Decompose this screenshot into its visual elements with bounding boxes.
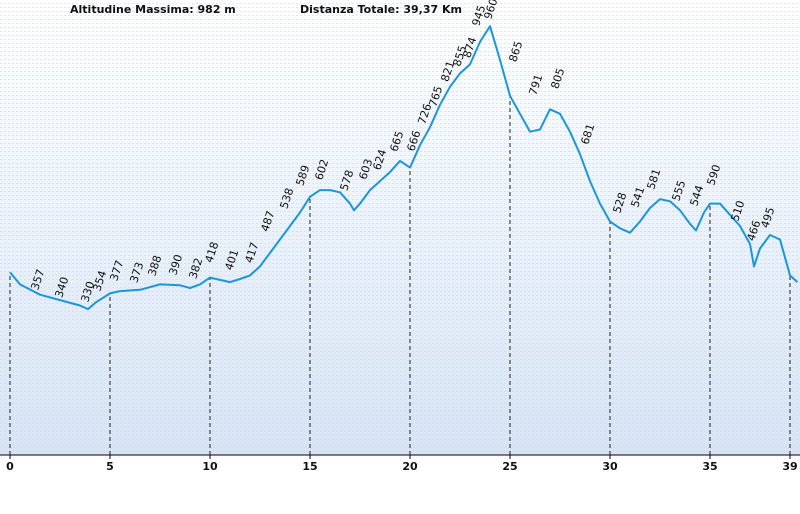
altitude-label: 578	[337, 168, 356, 192]
x-tick-label: 10	[202, 460, 218, 473]
altitude-label: 466	[744, 219, 763, 243]
altitude-label: 541	[628, 185, 647, 209]
altitude-label: 589	[293, 163, 312, 187]
altitude-label: 945	[469, 4, 488, 28]
altitude-label: 865	[506, 40, 525, 64]
altitude-label: 510	[728, 199, 747, 223]
elevation-line	[9, 25, 799, 311]
altitude-label: 544	[687, 184, 706, 208]
altitude-label: 726	[415, 102, 434, 126]
altitude-label: 666	[404, 129, 423, 153]
x-tick-label: 15	[302, 460, 317, 473]
max-altitude: Altitudine Massima: 982 m	[70, 3, 236, 16]
altitude-label: 495	[758, 206, 777, 230]
x-tick-label: 0	[6, 460, 14, 473]
altitude-label: 555	[669, 179, 688, 203]
altitude-label: 603	[356, 157, 375, 181]
altitude-label: 418	[202, 240, 221, 264]
altitude-label: 581	[644, 167, 663, 191]
altitude-label: 330	[78, 280, 97, 304]
altitude-label: 874	[460, 36, 479, 60]
altitude-label: 681	[578, 122, 597, 146]
x-tick-label: 39	[782, 460, 797, 473]
altitude-label: 401	[222, 248, 241, 272]
altitude-label: 624	[370, 148, 389, 172]
altitude-label: 665	[387, 129, 406, 153]
altitude-label: 373	[127, 260, 146, 284]
altitude-label: 791	[526, 73, 545, 97]
altitude-label: 382	[186, 256, 205, 280]
altitude-label: 590	[704, 163, 723, 187]
x-tick-label: 30	[602, 460, 618, 473]
altitude-label: 538	[277, 186, 296, 210]
total-distance: Distanza Totale: 39,37 Km	[300, 3, 462, 16]
altitude-label: 390	[166, 253, 185, 277]
altitude-label: 602	[312, 158, 331, 182]
x-tick-label: 25	[502, 460, 517, 473]
plot-texture	[0, 0, 800, 455]
altitude-label: 377	[107, 259, 126, 283]
altitude-label: 354	[90, 269, 109, 293]
altitude-label: 805	[548, 66, 567, 90]
altitude-label: 340	[52, 275, 71, 299]
x-tick-label: 20	[402, 460, 418, 473]
altitude-label: 528	[610, 191, 629, 215]
x-tick-label: 5	[106, 460, 114, 473]
altitude-label: 417	[242, 241, 261, 265]
altitude-label: 388	[145, 254, 164, 278]
altitude-label: 855	[450, 44, 469, 68]
altitude-label: 487	[258, 209, 277, 233]
x-tick-label: 35	[702, 460, 717, 473]
altitude-label: 357	[28, 268, 47, 292]
altitude-label: 765	[426, 84, 445, 108]
altitude-label: 821	[438, 59, 457, 83]
